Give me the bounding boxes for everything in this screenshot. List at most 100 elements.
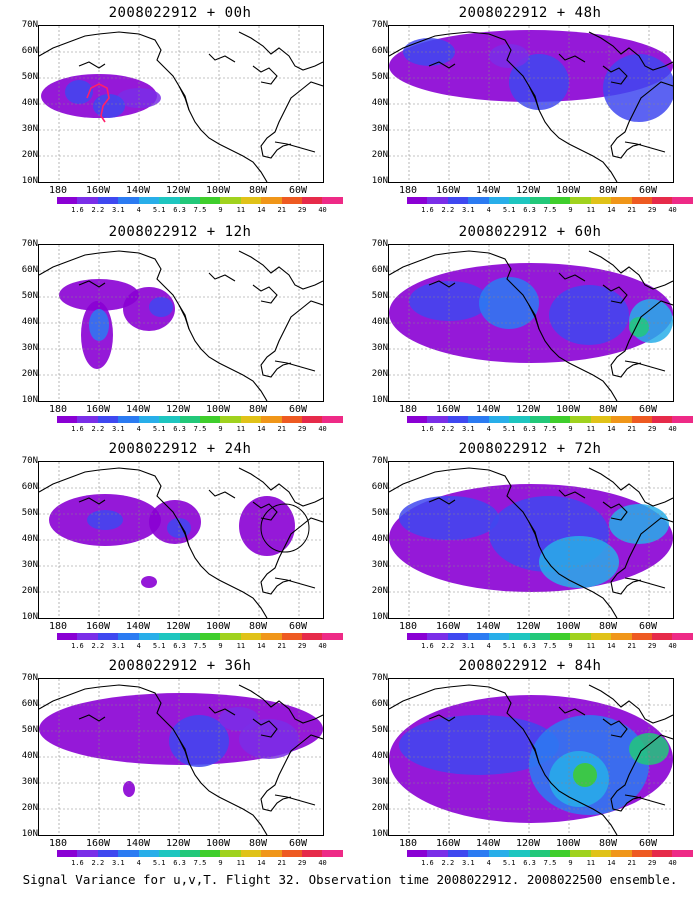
colorbar-swatch bbox=[590, 633, 612, 640]
colorbar-label: 1.6 bbox=[421, 425, 434, 433]
colorbar-swatch bbox=[611, 633, 632, 640]
colorbar-swatch bbox=[302, 850, 323, 857]
lat-tick-label: 40N bbox=[21, 534, 38, 544]
colorbar-swatch bbox=[199, 850, 221, 857]
colorbar-swatch bbox=[118, 850, 139, 857]
colorbar-label: 2.2 bbox=[441, 425, 455, 433]
coastline bbox=[78, 714, 106, 722]
colorbar-label: 3.1 bbox=[461, 425, 475, 433]
lat-tick-label: 70N bbox=[21, 239, 38, 249]
colorbar-label: 14 bbox=[607, 859, 616, 867]
colorbar-swatch bbox=[631, 633, 653, 640]
colorbar-swatch bbox=[240, 633, 262, 640]
coastline bbox=[252, 501, 278, 521]
lat-tick-label: 40N bbox=[371, 534, 388, 544]
variance-contour bbox=[141, 576, 157, 588]
colorbar-swatch bbox=[570, 633, 591, 640]
colorbar-label: 40 bbox=[668, 642, 677, 650]
coastline bbox=[588, 684, 673, 724]
panel-title: 2008022912 + 36h bbox=[108, 658, 252, 674]
coastline bbox=[558, 53, 586, 63]
panel-title: 2008022912 + 60h bbox=[458, 224, 602, 240]
coastline bbox=[588, 467, 673, 507]
lat-tick-label: 10N bbox=[371, 176, 388, 186]
colorbar-label: 7.5 bbox=[193, 859, 207, 867]
variance-contour bbox=[603, 54, 673, 122]
map-panel: 2008022912 + 60h 70N 60N 50N 40N 30N 20N 10N 180… bbox=[360, 224, 700, 439]
lat-tick-label: 20N bbox=[21, 586, 38, 596]
colorbar-swatch bbox=[427, 850, 448, 857]
colorbar-swatch bbox=[549, 850, 571, 857]
colorbar-swatch bbox=[179, 197, 200, 204]
lon-tick-label: 60W bbox=[288, 185, 308, 196]
map-panel: 2008022912 + 00h 70N 60N 50N 40N 30N 20N 10N 180… bbox=[10, 5, 350, 220]
lat-tick-label: 60N bbox=[21, 46, 38, 56]
lon-tick-label: 60W bbox=[638, 185, 658, 196]
coastline bbox=[39, 250, 268, 401]
panel-title: 2008022912 + 24h bbox=[108, 441, 252, 457]
lat-tick-label: 30N bbox=[371, 560, 388, 570]
colorbar-label: 2.2 bbox=[441, 206, 455, 214]
colorbar-swatch bbox=[509, 197, 530, 204]
lon-tick-label: 100W bbox=[555, 185, 581, 196]
colorbar-swatch bbox=[447, 850, 469, 857]
coastline bbox=[274, 577, 316, 589]
lon-tick-label: 60W bbox=[288, 621, 308, 632]
coastline bbox=[558, 706, 586, 716]
colorbar-label: 4 bbox=[486, 859, 491, 867]
colorbar-swatch bbox=[652, 633, 673, 640]
colorbar-swatch bbox=[407, 197, 428, 204]
coastline bbox=[588, 250, 673, 290]
lon-tick-label: 160W bbox=[435, 404, 461, 415]
flight-track bbox=[86, 83, 110, 123]
lon-tick-label: 160W bbox=[435, 621, 461, 632]
lon-tick-label: 120W bbox=[165, 404, 191, 415]
colorbar-label: 7.5 bbox=[543, 425, 557, 433]
colorbar-swatch bbox=[407, 633, 428, 640]
colorbar-swatch bbox=[302, 197, 323, 204]
lat-tick-label: 20N bbox=[21, 803, 38, 813]
lon-tick-label: 180 bbox=[398, 838, 418, 849]
colorbar-swatch bbox=[77, 197, 98, 204]
map-panel: 2008022912 + 72h 70N 60N 50N 40N 30N 20N 10N 180… bbox=[360, 441, 700, 656]
coastline bbox=[428, 497, 456, 505]
colorbar-label: 40 bbox=[318, 642, 327, 650]
colorbar-label: 29 bbox=[647, 425, 657, 433]
coastline bbox=[624, 794, 666, 806]
colorbar-swatch bbox=[302, 633, 323, 640]
lat-tick-label: 60N bbox=[371, 46, 388, 56]
coastline bbox=[260, 81, 323, 159]
circle-annotation bbox=[260, 503, 310, 553]
variance-field-map bbox=[389, 679, 673, 835]
coastline bbox=[602, 501, 628, 521]
map-plot bbox=[38, 244, 324, 402]
map-plot bbox=[388, 461, 674, 619]
lat-tick-label: 60N bbox=[371, 699, 388, 709]
colorbar-swatch bbox=[652, 850, 673, 857]
colorbar-label: 7.5 bbox=[193, 206, 207, 214]
colorbar-swatch bbox=[261, 633, 282, 640]
coastline bbox=[528, 738, 540, 764]
colorbar-swatch bbox=[427, 416, 448, 423]
lat-tick-label: 70N bbox=[21, 20, 38, 30]
colorbar-swatch bbox=[322, 197, 343, 204]
colorbar-label: 5.1 bbox=[152, 206, 166, 214]
coastline bbox=[610, 81, 673, 159]
colorbar-label: 4 bbox=[486, 206, 491, 214]
colorbar-label: 4 bbox=[136, 642, 141, 650]
colorbar-label: 5.1 bbox=[502, 425, 516, 433]
coastline bbox=[558, 272, 586, 282]
map-plot bbox=[388, 678, 674, 836]
lon-tick-label: 180 bbox=[398, 621, 418, 632]
colorbar-label: 5.1 bbox=[152, 642, 166, 650]
coastline bbox=[389, 467, 618, 618]
colorbar-label: 9 bbox=[218, 206, 223, 214]
colorbar-swatch bbox=[468, 850, 489, 857]
coastline bbox=[208, 53, 236, 63]
lon-tick-label: 140W bbox=[475, 621, 501, 632]
lon-tick-label: 180 bbox=[48, 185, 68, 196]
colorbar-label: 3.1 bbox=[111, 859, 125, 867]
colorbar-swatch bbox=[118, 197, 139, 204]
lat-tick-label: 30N bbox=[371, 777, 388, 787]
colorbar-swatch bbox=[240, 850, 262, 857]
